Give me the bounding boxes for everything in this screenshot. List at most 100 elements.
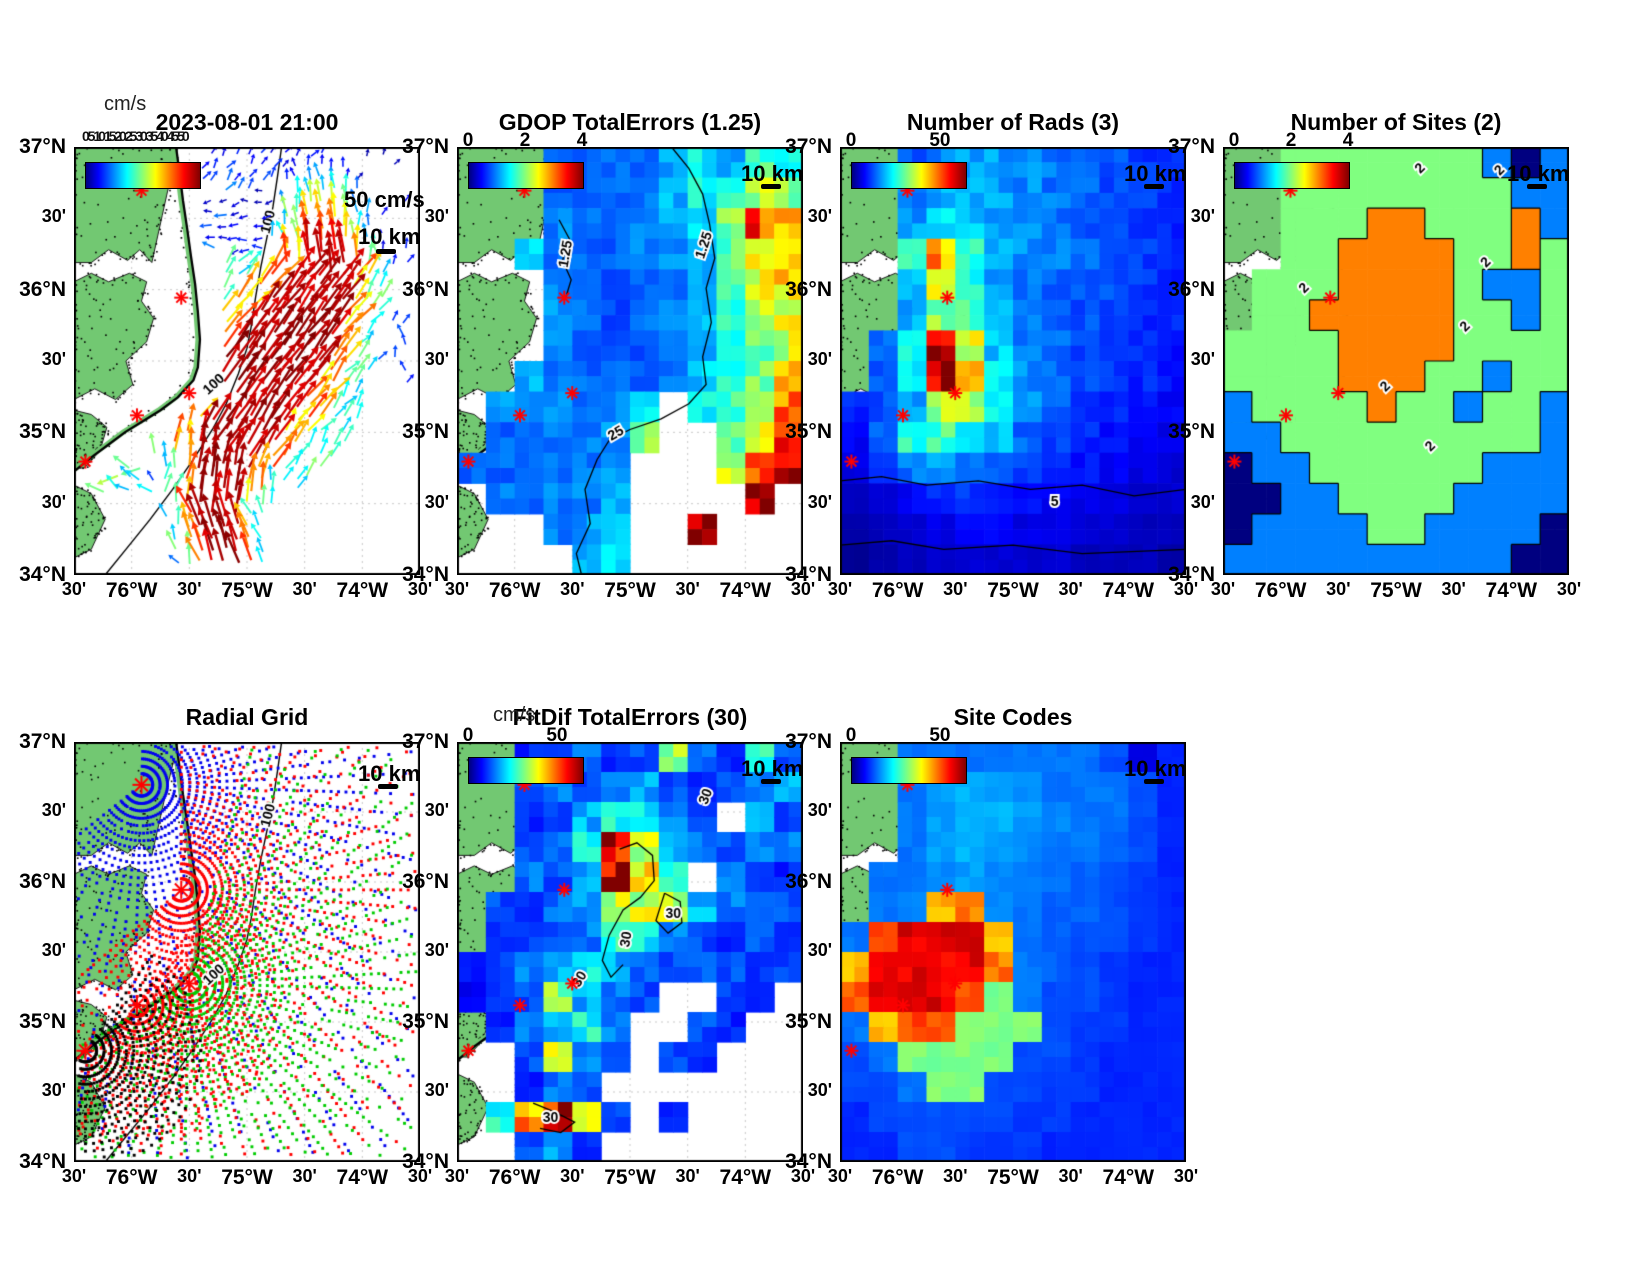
- y-axis-tick: 30': [424, 940, 449, 960]
- y-axis-tick: 30': [807, 800, 832, 820]
- x-axis-tick: 74°W: [719, 579, 772, 602]
- panel-radial-grid: Radial Grid 10 km 37°N 30' 36°N 30' 35°N 30' 3…: [19, 704, 432, 1189]
- x-axis-tick: 30': [560, 579, 585, 599]
- x-axis-tick: 74°W: [336, 1166, 389, 1189]
- panel-title: 2023-08-01 21:00: [155, 109, 339, 135]
- panel-gdop: GDOP TotalErrors (1.25) 10 km 37°N 30' 36°…: [402, 109, 815, 602]
- y-axis-tick: 35°N: [402, 420, 449, 444]
- x-axis-tick: 74°W: [1485, 579, 1538, 602]
- x-axis-tick: 30': [790, 579, 816, 599]
- km-scale-label: 10 km: [1124, 756, 1187, 781]
- x-axis-tick: 76°W: [1254, 579, 1307, 602]
- colorbar-tick-label: 0: [1228, 130, 1240, 151]
- y-axis-tick: 37°N: [1168, 135, 1215, 158]
- y-axis-tick: 35°N: [402, 1010, 449, 1033]
- y-axis-tick: 35°N: [785, 1010, 832, 1033]
- x-axis-tick: 75°W: [987, 1166, 1039, 1189]
- panel-title: GDOP TotalErrors (1.25): [498, 109, 762, 135]
- x-axis-tick: 75°W: [221, 579, 273, 602]
- x-axis-tick: 75°W: [604, 579, 656, 602]
- colorbar-tick-label: 0: [845, 130, 857, 151]
- panel-title: Number of Rads (3): [906, 109, 1120, 135]
- colorbar: [468, 757, 584, 784]
- colorbar-units-label: cm/s: [493, 704, 536, 726]
- x-axis-tick: 30': [675, 1166, 700, 1186]
- y-axis-tick: 30': [424, 1080, 449, 1100]
- panel-num-sites: Number of Sites (2) 10 km 37°N 30' 36°N 30'…: [1168, 109, 1581, 602]
- x-axis-tick: 30': [61, 1166, 87, 1186]
- y-axis-tick: 35°N: [19, 1010, 66, 1033]
- x-axis-tick: 30': [1210, 579, 1236, 599]
- y-axis-tick: 34°N: [402, 563, 449, 586]
- panel-site-codes: Site Codes 10 km 37°N 30' 36°N 30' 35°N 30' 34…: [785, 704, 1198, 1189]
- x-axis-tick: 30': [444, 1166, 470, 1186]
- x-axis-tick: 30': [1441, 579, 1466, 599]
- y-axis-tick: 37°N: [19, 730, 66, 753]
- y-axis-tick: 34°N: [785, 563, 832, 586]
- y-axis-tick: 37°N: [785, 730, 832, 753]
- y-axis-tick: 37°N: [402, 135, 449, 158]
- y-axis-tick: 30': [41, 206, 66, 227]
- x-axis-tick: 76°W: [871, 579, 924, 602]
- km-scale-bar: [761, 779, 781, 784]
- km-scale-bar: [1144, 184, 1164, 189]
- panel-num-rads: Number of Rads (3) 10 km 37°N 30' 36°N 30' 3…: [785, 109, 1198, 602]
- y-axis-tick: 30': [424, 206, 449, 227]
- colorbar-tick-label: 2: [519, 130, 531, 151]
- y-axis-tick: 34°N: [1168, 563, 1215, 586]
- x-axis-tick: 30': [177, 579, 202, 599]
- km-scale-bar: [378, 784, 398, 789]
- y-axis-tick: 30': [41, 1080, 66, 1100]
- x-axis-tick: 30': [292, 579, 317, 599]
- y-axis-tick: 36°N: [19, 277, 66, 301]
- panel-fitdif: FitDif TotalErrors (30) cm/s 10 km 37°N 3…: [402, 704, 815, 1189]
- x-axis-tick: 30': [292, 1166, 317, 1186]
- panel-title: Number of Sites (2): [1290, 109, 1502, 135]
- km-scale-bar: [376, 249, 396, 254]
- km-scale-bar: [1527, 184, 1547, 189]
- map-canvas: [457, 147, 803, 575]
- map-canvas: [74, 147, 420, 575]
- map-canvas: [457, 742, 803, 1162]
- y-axis-tick: 34°N: [402, 1150, 449, 1173]
- colorbar-units-label: cm/s: [104, 93, 147, 115]
- y-axis-tick: 30': [41, 491, 66, 512]
- map-canvas: [840, 147, 1186, 575]
- map-canvas: [1223, 147, 1569, 575]
- km-scale-label: 10 km: [1507, 161, 1570, 186]
- y-axis-tick: 30': [807, 206, 832, 227]
- panel-title: Radial Grid: [185, 704, 309, 730]
- y-axis-tick: 37°N: [19, 135, 66, 158]
- x-axis-tick: 30': [1326, 579, 1351, 599]
- x-axis-tick: 30': [675, 579, 700, 599]
- y-axis-tick: 30': [1190, 491, 1215, 512]
- x-axis-tick: 74°W: [336, 579, 389, 602]
- colorbar-tick-label: 0: [462, 130, 474, 151]
- colorbar-tick-label: 0: [462, 725, 474, 746]
- colorbar-tick-label: 50: [546, 725, 568, 746]
- x-axis-tick: 30': [827, 1166, 853, 1186]
- y-axis-tick: 35°N: [1168, 420, 1215, 444]
- x-axis-tick: 74°W: [1102, 1166, 1155, 1189]
- y-axis-tick: 30': [807, 940, 832, 960]
- x-axis-tick: 30': [1058, 579, 1083, 599]
- y-axis-tick: 34°N: [19, 563, 66, 586]
- x-axis-tick: 30': [1173, 1166, 1199, 1186]
- vector-scale-label: 50 cm/s: [344, 187, 425, 212]
- x-axis-tick: 76°W: [488, 1166, 541, 1189]
- y-axis-tick: 30': [807, 1080, 832, 1100]
- y-axis-tick: 34°N: [785, 1150, 832, 1173]
- km-scale-label: 10 km: [358, 224, 421, 249]
- km-scale-label: 10 km: [741, 756, 804, 781]
- map-canvas: [74, 742, 420, 1162]
- x-axis-tick: 30': [827, 579, 853, 599]
- x-axis-tick: 30': [177, 1166, 202, 1186]
- colorbar-tick-label: 4: [576, 130, 588, 151]
- x-axis-tick: 74°W: [1102, 579, 1155, 602]
- x-axis-tick: 30': [560, 1166, 585, 1186]
- colorbar-tick-label: 4: [1342, 130, 1354, 151]
- x-axis-tick: 76°W: [105, 1166, 158, 1189]
- y-axis-tick: 37°N: [402, 730, 449, 753]
- x-axis-tick: 75°W: [604, 1166, 656, 1189]
- colorbar-tick-label: 2: [1285, 130, 1297, 151]
